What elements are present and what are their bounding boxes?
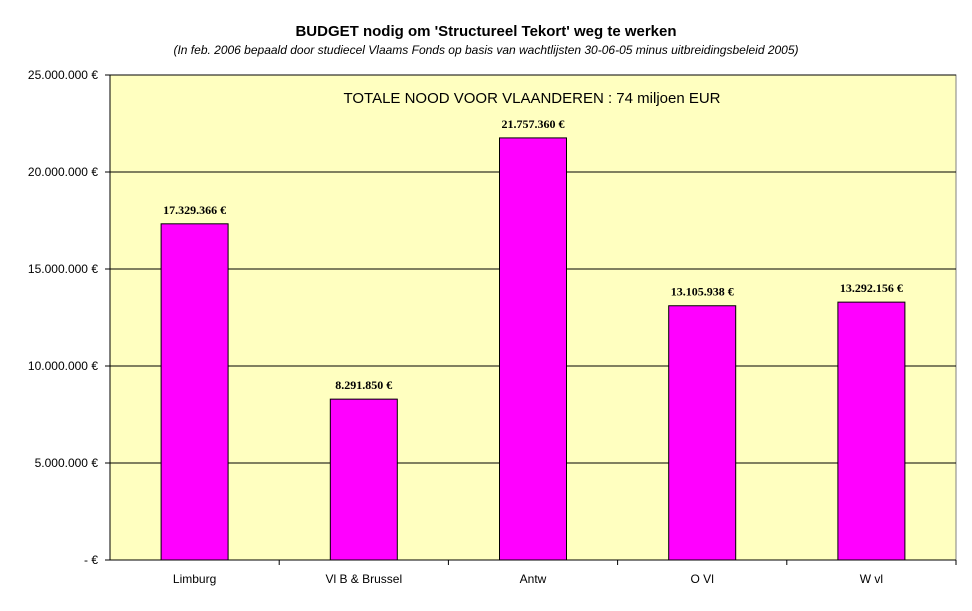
- x-tick-label: Limburg: [173, 572, 216, 586]
- chart-title: BUDGET nodig om 'Structureel Tekort' weg…: [295, 23, 676, 40]
- data-label: 13.105.938 €: [671, 285, 734, 299]
- y-tick-label: 15.000.000 €: [28, 262, 98, 276]
- x-tick-label: Antw: [520, 572, 547, 586]
- data-label: 17.329.366 €: [163, 203, 226, 217]
- bar: [329, 398, 398, 561]
- x-tick-label: Vl B & Brussel: [325, 572, 402, 586]
- x-tick-label: W vl: [860, 572, 883, 586]
- y-tick-label: 10.000.000 €: [28, 359, 98, 373]
- y-tick-label: - €: [84, 553, 98, 567]
- bar: [499, 137, 567, 561]
- chart-subtitle: (In feb. 2006 bepaald door studiecel Vla…: [173, 43, 798, 57]
- y-tick-label: 5.000.000 €: [35, 456, 99, 470]
- chart-annotation: TOTALE NOOD VOOR VLAANDEREN : 74 miljoen…: [343, 90, 720, 107]
- y-tick-label: 20.000.000 €: [28, 165, 98, 179]
- plot-area: - € 5.000.000 € 10.000.000 € 15.000.000 € 20…: [28, 68, 957, 586]
- x-tick-label: O Vl: [691, 572, 714, 586]
- bar: [668, 305, 737, 561]
- data-label: 13.292.156 €: [840, 281, 903, 295]
- bar: [160, 223, 229, 561]
- y-tick-label: 25.000.000 €: [28, 68, 98, 82]
- data-label: 8.291.850 €: [335, 378, 392, 392]
- data-label: 21.757.360 €: [502, 117, 565, 131]
- bar: [837, 301, 906, 561]
